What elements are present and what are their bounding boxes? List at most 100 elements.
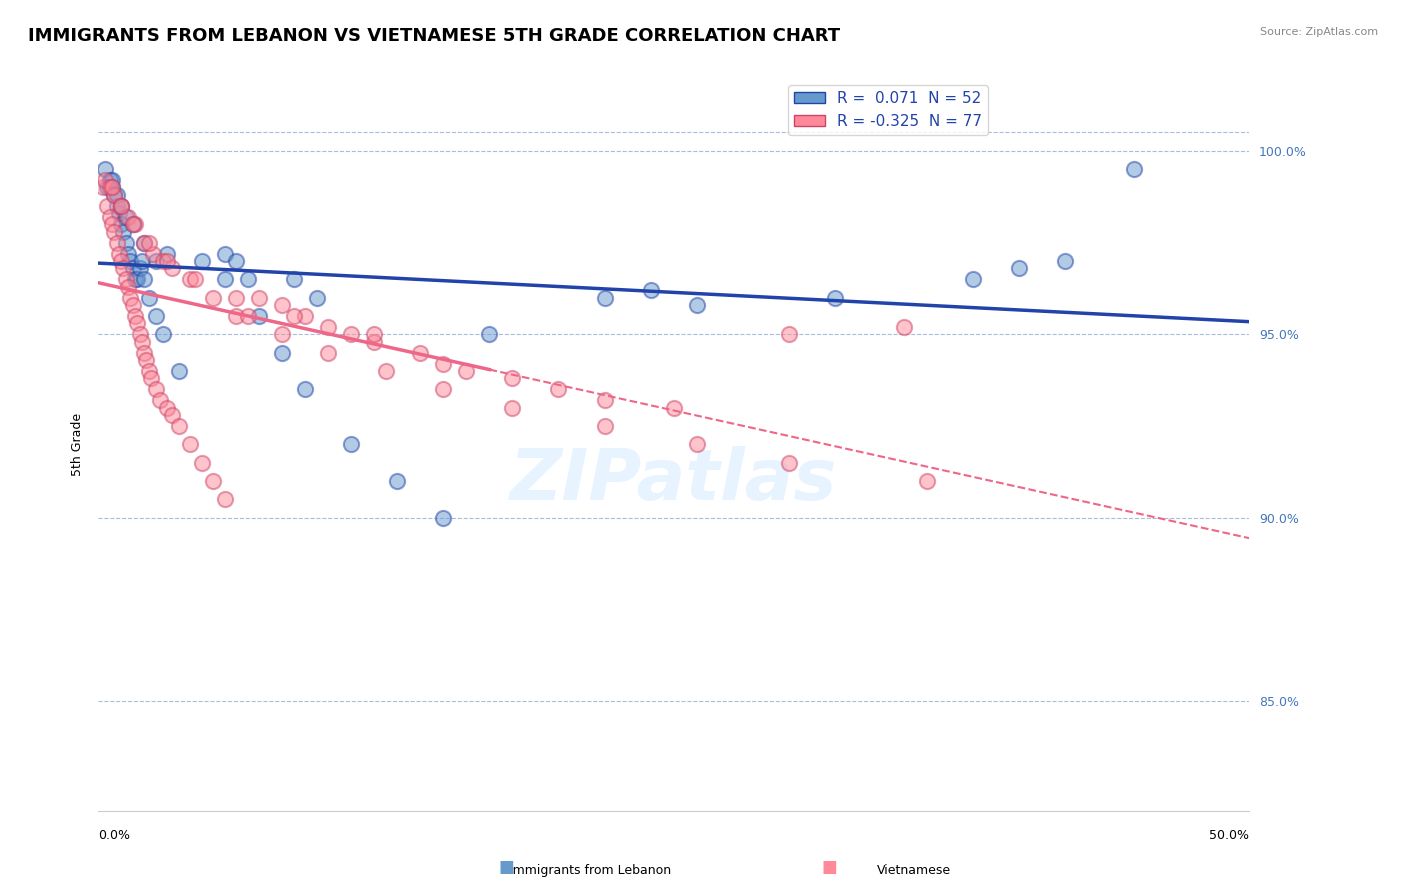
Point	[685, 298, 707, 312]
Point	[685, 437, 707, 451]
Point	[893, 319, 915, 334]
Point	[108, 246, 131, 260]
Point	[103, 187, 125, 202]
Point	[139, 371, 162, 385]
Point	[103, 187, 125, 202]
Point	[160, 408, 183, 422]
Point	[124, 217, 146, 231]
Text: ZIPatlas: ZIPatlas	[510, 447, 838, 516]
Point	[156, 401, 179, 415]
Point	[114, 272, 136, 286]
Text: ■: ■	[498, 858, 515, 876]
Point	[134, 345, 156, 359]
Point	[142, 246, 165, 260]
Point	[156, 253, 179, 268]
Point	[593, 291, 616, 305]
Point	[121, 217, 143, 231]
Point	[547, 382, 569, 396]
Point	[409, 345, 432, 359]
Point	[962, 272, 984, 286]
Y-axis label: 5th Grade: 5th Grade	[72, 413, 84, 475]
Text: 50.0%: 50.0%	[1209, 830, 1249, 842]
Point	[117, 279, 139, 293]
Point	[294, 309, 316, 323]
Point	[1053, 253, 1076, 268]
Point	[294, 382, 316, 396]
Point	[184, 272, 207, 286]
Point	[131, 253, 153, 268]
Point	[363, 327, 385, 342]
Point	[105, 235, 128, 250]
Point	[1123, 162, 1146, 177]
Point	[778, 327, 800, 342]
Text: IMMIGRANTS FROM LEBANON VS VIETNAMESE 5TH GRADE CORRELATION CHART: IMMIGRANTS FROM LEBANON VS VIETNAMESE 5T…	[28, 27, 841, 45]
Text: Vietnamese: Vietnamese	[877, 864, 950, 877]
Point	[108, 206, 131, 220]
Point	[167, 419, 190, 434]
Point	[124, 272, 146, 286]
Point	[593, 393, 616, 408]
Point	[214, 492, 236, 507]
Point	[190, 253, 212, 268]
Point	[214, 272, 236, 286]
Point	[363, 334, 385, 349]
Point	[91, 180, 114, 194]
Point	[145, 253, 167, 268]
Point	[202, 474, 225, 488]
Point	[98, 173, 121, 187]
Point	[283, 309, 305, 323]
Point	[145, 309, 167, 323]
Point	[138, 364, 160, 378]
Point	[179, 272, 201, 286]
Point	[662, 401, 685, 415]
Point	[110, 217, 132, 231]
Text: Source: ZipAtlas.com: Source: ZipAtlas.com	[1260, 27, 1378, 37]
Point	[117, 210, 139, 224]
Text: 0.0%: 0.0%	[98, 830, 131, 842]
Point	[283, 272, 305, 286]
Point	[145, 382, 167, 396]
Point	[120, 291, 142, 305]
Point	[271, 298, 294, 312]
Point	[124, 309, 146, 323]
Point	[179, 437, 201, 451]
Point	[271, 345, 294, 359]
Point	[103, 225, 125, 239]
Point	[127, 316, 149, 330]
Point	[98, 180, 121, 194]
Legend: R =  0.071  N = 52, R = -0.325  N = 77: R = 0.071 N = 52, R = -0.325 N = 77	[789, 85, 988, 135]
Point	[478, 327, 501, 342]
Point	[138, 291, 160, 305]
Point	[640, 283, 662, 297]
Point	[101, 173, 124, 187]
Point	[131, 334, 153, 349]
Point	[96, 199, 118, 213]
Point	[105, 199, 128, 213]
Point	[135, 352, 157, 367]
Point	[340, 327, 363, 342]
Point	[190, 456, 212, 470]
Point	[1008, 261, 1031, 276]
Point	[214, 246, 236, 260]
Point	[456, 364, 478, 378]
Point	[101, 180, 124, 194]
Point	[128, 327, 150, 342]
Text: ■: ■	[821, 858, 838, 876]
Point	[236, 309, 259, 323]
Point	[824, 291, 846, 305]
Point	[110, 199, 132, 213]
Point	[778, 456, 800, 470]
Point	[110, 253, 132, 268]
Point	[432, 382, 454, 396]
Point	[387, 474, 409, 488]
Point	[117, 246, 139, 260]
Point	[128, 261, 150, 276]
Point	[225, 309, 247, 323]
Point	[432, 510, 454, 524]
Point	[121, 298, 143, 312]
Point	[247, 291, 270, 305]
Point	[225, 291, 247, 305]
Point	[114, 210, 136, 224]
Point	[225, 253, 247, 268]
Point	[156, 246, 179, 260]
